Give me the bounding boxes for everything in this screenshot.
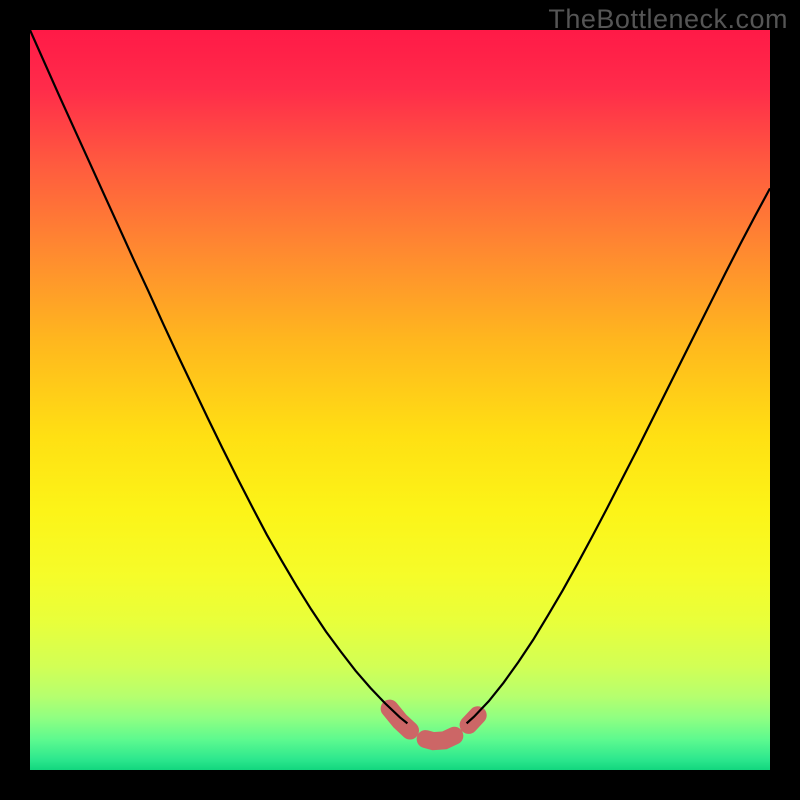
bottleneck-curve-chart [30, 30, 770, 770]
chart-container: TheBottleneck.com [0, 0, 800, 800]
plot-area [30, 30, 770, 770]
gradient-background [30, 30, 770, 770]
